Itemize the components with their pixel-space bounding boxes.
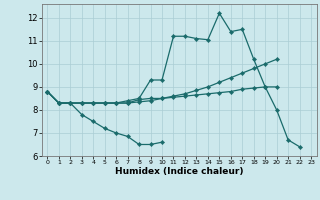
X-axis label: Humidex (Indice chaleur): Humidex (Indice chaleur) bbox=[115, 167, 244, 176]
